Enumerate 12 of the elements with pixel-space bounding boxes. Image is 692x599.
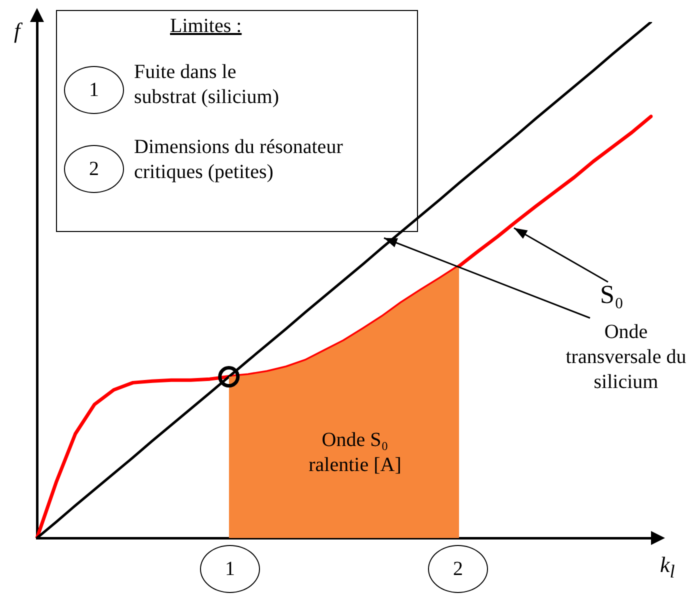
annotation: Limites :: [170, 14, 242, 39]
annotation: 2: [64, 145, 124, 193]
text: 1: [200, 545, 260, 593]
y-axis-title: f: [14, 18, 20, 43]
annotation: Dimensions du résonateur critiques (petites): [134, 135, 344, 185]
annotation: 1: [64, 66, 124, 114]
annotation: Onde transversale du silicium: [564, 320, 688, 395]
annotation: S₀: [600, 280, 624, 309]
text: 2: [428, 545, 488, 593]
x-axis-title: k$_{l}$: [660, 552, 675, 584]
annotation: Onde S₀ ralentie [A]: [308, 428, 402, 478]
annotation: Fuite dans le substrat (silicium): [134, 60, 280, 110]
